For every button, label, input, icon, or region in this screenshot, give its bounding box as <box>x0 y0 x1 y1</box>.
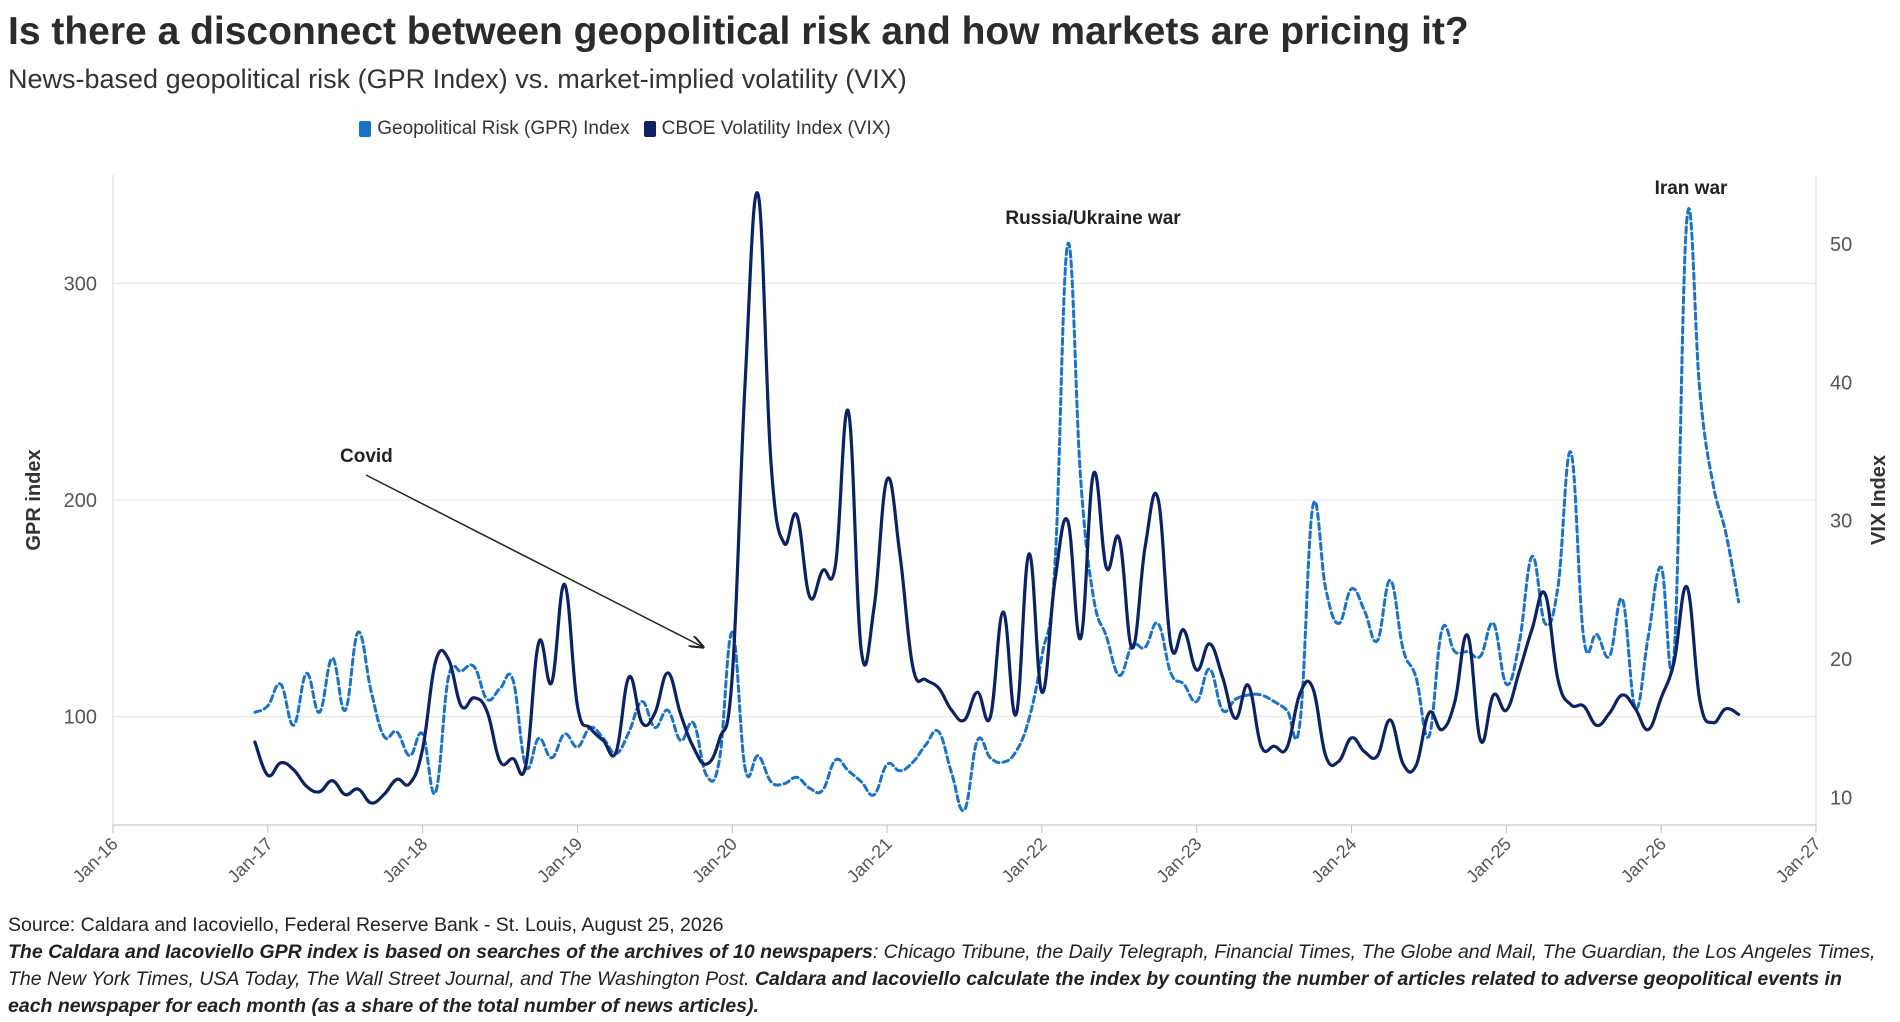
y-left-tick-label: 200 <box>64 490 97 512</box>
x-tick-label: Jan-22 <box>998 834 1051 887</box>
legend-item-gpr[interactable]: Geopolitical Risk (GPR) Index <box>359 118 630 140</box>
chart-footer: Source: Caldara and Iacoviello, Federal … <box>8 912 1888 1020</box>
x-tick-label: Jan-25 <box>1462 834 1515 887</box>
y-left-axis-title: GPR index <box>23 449 45 550</box>
y-right-tick-label: 40 <box>1830 372 1852 394</box>
annotations: Covid Russia/Ukraine war Iran war <box>340 178 1728 647</box>
annotation-russia-ukraine: Russia/Ukraine war <box>1005 208 1181 229</box>
series-line-vix <box>253 191 1741 805</box>
x-tick-label: Jan-21 <box>843 834 896 887</box>
x-tick-label: Jan-17 <box>224 834 277 887</box>
methodology-note: The Caldara and Iacoviello GPR index is … <box>8 939 1888 1020</box>
y-right-tick-label: 20 <box>1830 649 1852 671</box>
source-note: Source: Caldara and Iacoviello, Federal … <box>8 914 724 936</box>
methodology-bold-1: The Caldara and Iacoviello GPR index is … <box>8 941 873 963</box>
y-right-axis-title: VIX Index <box>1868 455 1890 545</box>
x-tick-label: Jan-18 <box>378 834 431 887</box>
chart-title: Is there a disconnect between geopolitic… <box>8 10 1469 53</box>
annotation-covid-arrow <box>365 474 703 647</box>
series-lines <box>253 191 1741 813</box>
legend-label-vix: CBOE Volatility Index (VIX) <box>661 118 891 139</box>
x-tick-label: Jan-16 <box>69 834 122 887</box>
y-left-tick-label: 100 <box>64 707 97 729</box>
legend-swatch-vix <box>643 121 656 137</box>
series-line-gpr <box>253 207 1741 813</box>
x-tick-label: Jan-26 <box>1617 834 1670 887</box>
gridlines <box>113 282 1816 718</box>
legend-label-gpr: Geopolitical Risk (GPR) Index <box>377 118 630 139</box>
chart-legend: Geopolitical Risk (GPR) Index CBOE Volat… <box>0 118 1250 140</box>
chart-plot-area: 100 200 300 10 20 30 40 50 Jan-16 Jan-17 Jan-18 Jan… <box>23 175 1890 887</box>
x-tick-label: Jan-24 <box>1307 834 1360 887</box>
methodology-italic: : Chicago Tribune, the Daily Telegraph, … <box>8 941 1876 990</box>
methodology-bold-2: Caldara and Iacoviello calculate the ind… <box>8 968 1842 1017</box>
x-tick-label: Jan-19 <box>533 834 586 887</box>
annotation-covid: Covid <box>340 446 393 467</box>
x-tick-label: Jan-27 <box>1772 834 1825 887</box>
legend-swatch-gpr <box>359 121 372 137</box>
annotation-iran-war: Iran war <box>1655 178 1728 199</box>
y-right-tick-label: 10 <box>1830 787 1852 809</box>
y-right-tick-label: 30 <box>1830 511 1852 533</box>
x-tick-label: Jan-23 <box>1152 834 1205 887</box>
chart-subtitle: News-based geopolitical risk (GPR Index)… <box>8 64 907 94</box>
x-tick-label: Jan-20 <box>688 834 741 887</box>
y-right-tick-label: 50 <box>1830 234 1852 256</box>
legend-item-vix[interactable]: CBOE Volatility Index (VIX) <box>643 118 891 140</box>
y-left-tick-label: 300 <box>64 273 97 295</box>
